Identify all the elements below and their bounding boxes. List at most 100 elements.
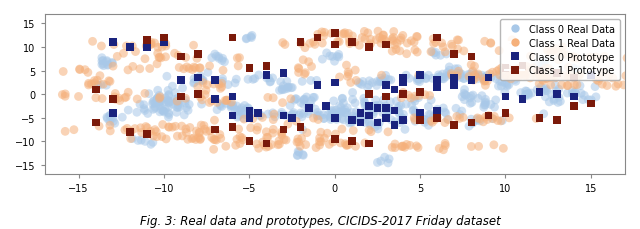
- Point: [562, 54, 572, 57]
- Point: [152, 135, 162, 139]
- Point: [479, 106, 489, 110]
- Point: [344, 143, 354, 147]
- Point: [261, 142, 271, 146]
- Point: [583, 98, 593, 102]
- Point: [153, 46, 163, 50]
- Point: [155, 111, 165, 114]
- Point: [182, 138, 193, 142]
- Point: [295, 145, 305, 148]
- Point: [236, 106, 246, 110]
- Point: [337, 97, 348, 101]
- Point: [151, 130, 161, 134]
- Point: [391, 48, 401, 52]
- Point: [99, 65, 109, 68]
- Point: [569, 76, 579, 80]
- Point: [294, 151, 304, 154]
- Point: [467, 71, 477, 75]
- Point: [342, 143, 352, 147]
- Point: [187, 137, 197, 141]
- Point: [363, 32, 373, 35]
- Point: [365, 38, 376, 42]
- Point: [440, 51, 451, 55]
- Point: [356, 83, 367, 87]
- Point: [141, 125, 151, 129]
- Point: [376, 160, 386, 163]
- Point: [296, 137, 307, 141]
- Point: [261, 65, 271, 68]
- Point: [339, 102, 349, 105]
- Point: [167, 126, 177, 129]
- Point: [361, 109, 371, 113]
- Point: [521, 71, 531, 75]
- Point: [383, 161, 393, 165]
- Point: [210, 128, 220, 132]
- Point: [91, 121, 101, 125]
- Point: [154, 101, 164, 104]
- Point: [291, 98, 301, 101]
- Point: [491, 78, 501, 81]
- Point: [330, 60, 340, 64]
- Point: [437, 77, 447, 81]
- Point: [420, 77, 431, 81]
- Point: [337, 109, 347, 113]
- Point: [436, 42, 447, 46]
- Point: [125, 46, 135, 50]
- Point: [163, 116, 173, 120]
- Point: [397, 117, 408, 121]
- Point: [142, 133, 152, 136]
- Point: [234, 110, 244, 114]
- Point: [93, 84, 103, 87]
- Point: [234, 57, 244, 60]
- Point: [180, 56, 191, 60]
- Point: [201, 89, 211, 93]
- Point: [347, 140, 357, 144]
- Point: [239, 118, 249, 121]
- Point: [312, 114, 323, 118]
- Point: [405, 144, 415, 147]
- Point: [197, 79, 207, 83]
- Point: [145, 67, 155, 71]
- Point: [277, 89, 287, 92]
- Point: [515, 67, 525, 71]
- Point: [376, 74, 387, 78]
- Point: [238, 117, 248, 120]
- Point: [163, 112, 173, 115]
- Legend: Class 0 Real Data, Class 1 Real Data, Class 0 Prototype, Class 1 Prototype: Class 0 Real Data, Class 1 Real Data, Cl…: [500, 20, 620, 81]
- Point: [308, 117, 319, 120]
- Point: [483, 115, 493, 118]
- Point: [89, 83, 99, 87]
- Point: [312, 111, 323, 115]
- Point: [314, 144, 324, 147]
- Point: [483, 76, 493, 80]
- Point: [157, 46, 167, 50]
- Point: [563, 85, 573, 88]
- Point: [298, 153, 308, 157]
- Point: [440, 111, 450, 114]
- Point: [381, 107, 391, 111]
- Point: [234, 128, 244, 131]
- Point: [480, 102, 490, 106]
- Point: [443, 118, 453, 122]
- Point: [306, 99, 316, 103]
- Point: [378, 79, 388, 83]
- Point: [438, 107, 449, 110]
- Point: [353, 119, 364, 123]
- Point: [469, 65, 479, 69]
- Point: [326, 115, 336, 119]
- Point: [215, 103, 225, 107]
- Text: Fig. 3: Real data and prototypes, CICIDS-2017 Friday dataset: Fig. 3: Real data and prototypes, CICIDS…: [140, 214, 500, 227]
- Point: [453, 70, 463, 74]
- Point: [215, 133, 225, 137]
- Point: [480, 116, 490, 119]
- Point: [494, 68, 504, 72]
- Point: [550, 48, 561, 51]
- Point: [414, 94, 424, 98]
- Point: [437, 76, 447, 79]
- Point: [253, 112, 263, 115]
- Point: [173, 104, 183, 107]
- Point: [164, 126, 174, 129]
- Point: [518, 98, 528, 101]
- Point: [479, 77, 489, 81]
- Point: [547, 93, 557, 97]
- Point: [234, 114, 244, 118]
